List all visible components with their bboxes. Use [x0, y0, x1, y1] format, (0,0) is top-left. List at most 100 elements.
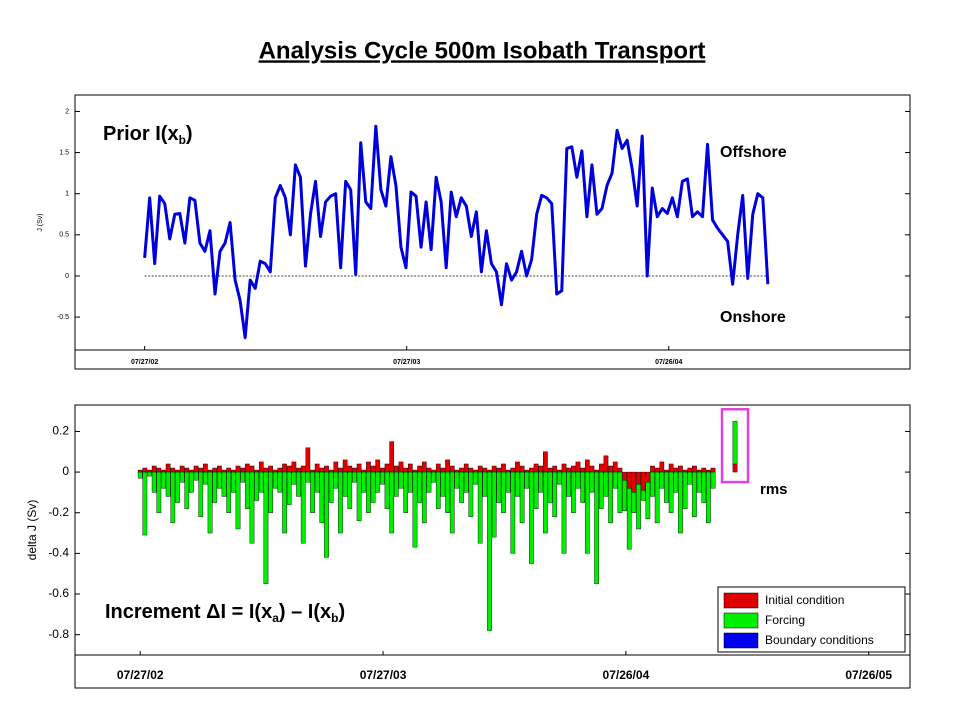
bar-segment	[207, 471, 213, 534]
bar-segment	[426, 471, 432, 493]
bar-segment	[580, 471, 586, 503]
bar-segment	[291, 461, 297, 473]
bar-segment	[575, 471, 581, 489]
bar-segment	[659, 461, 665, 473]
bar-segment	[561, 463, 567, 473]
bar-segment	[608, 465, 613, 473]
bar-segment	[258, 471, 264, 493]
bar-segment	[338, 467, 343, 473]
bar-segment	[710, 471, 716, 489]
bar-segment	[375, 459, 381, 473]
date-strip	[74, 654, 911, 689]
bar-segment	[687, 471, 693, 485]
bar-segment	[314, 471, 320, 493]
bar-segment	[501, 463, 506, 473]
bar-segment	[538, 471, 544, 493]
bar-segment	[189, 471, 194, 493]
bar-segment	[305, 471, 311, 483]
bar-segment	[454, 471, 460, 489]
bar-segment	[645, 471, 651, 483]
bar-segment	[380, 471, 385, 485]
bar-segment	[189, 469, 194, 473]
bar-segment	[538, 465, 544, 473]
bar-segment	[384, 463, 390, 473]
annotation: Increment ΔI = I(xa) – I(xb)	[105, 601, 345, 625]
bar-segment	[449, 471, 455, 534]
bar-segment	[678, 471, 683, 534]
annotation-part: Onshore	[720, 309, 786, 326]
bar-segment	[249, 471, 255, 544]
y-tick-label: -0.2	[48, 505, 69, 519]
bar-segment	[612, 461, 618, 473]
bar-segment	[654, 471, 660, 524]
bar-segment	[356, 463, 362, 473]
annotation-part: x	[167, 123, 178, 145]
bar-segment	[445, 471, 450, 513]
bar-segment	[552, 465, 558, 473]
bar-segment	[333, 461, 339, 473]
bar-segment	[370, 471, 376, 503]
bar-segment	[272, 469, 278, 473]
bar-segment	[286, 465, 292, 473]
bar-segment	[366, 461, 371, 473]
bar-segment	[463, 471, 469, 493]
bar-segment	[384, 471, 390, 509]
bar-segment	[156, 471, 162, 513]
bar-segment	[682, 471, 688, 509]
bar-segment	[626, 471, 632, 489]
annotation-part: Offshore	[720, 144, 787, 161]
bar-segment	[249, 465, 255, 473]
bar-segment	[300, 471, 306, 544]
bar-segment	[547, 467, 553, 473]
bar-segment	[659, 471, 665, 489]
legend-swatch	[723, 612, 759, 629]
bar-segment	[258, 461, 264, 473]
bar-segment	[212, 467, 218, 473]
bar-segment	[305, 447, 311, 473]
bar-segment	[505, 471, 511, 493]
bar-segment	[482, 467, 488, 473]
bar-segment	[175, 469, 180, 473]
bar-segment	[515, 471, 520, 497]
bar-segment	[421, 461, 427, 473]
bar-segment	[352, 467, 357, 473]
legend-swatch	[723, 592, 759, 609]
bar-segment	[217, 465, 222, 473]
bar-segment	[603, 455, 609, 473]
bar-segment	[491, 465, 497, 473]
bar-segment	[491, 471, 497, 538]
annotation-part: rms	[760, 481, 788, 498]
bar-segment	[449, 465, 455, 473]
bar-segment	[557, 469, 562, 473]
bar-segment	[403, 471, 409, 513]
annotation-part: )	[186, 123, 193, 145]
bar-segment	[291, 471, 297, 485]
annotation-part: x	[261, 601, 272, 623]
bar-segment	[524, 471, 530, 489]
bar-segment	[435, 471, 441, 509]
bar-segment	[496, 471, 502, 503]
bar-segment	[589, 471, 595, 493]
bar-segment	[617, 467, 623, 473]
bar-segment	[732, 463, 738, 473]
annotation-part: Increment ΔI = I(	[105, 601, 261, 623]
bar-segment	[161, 471, 166, 489]
legend-label: Initial condition	[765, 593, 844, 607]
bar-segment	[263, 467, 269, 473]
bar-segment	[692, 465, 697, 473]
bar-segment	[412, 469, 418, 473]
bar-segment	[477, 471, 483, 544]
bar-segment	[407, 471, 413, 493]
bar-segment	[212, 471, 218, 503]
bar-segment	[179, 465, 185, 473]
bar-segment	[366, 471, 371, 513]
bar-segment	[533, 471, 539, 509]
date-strip	[74, 349, 911, 370]
bar-segment	[380, 467, 385, 473]
bar-segment	[356, 471, 362, 522]
annotation: Prior I(xb)	[103, 123, 193, 147]
bar-segment	[650, 471, 655, 497]
bar-segment	[557, 471, 562, 485]
legend-label: Boundary conditions	[765, 633, 874, 647]
bar-segment	[598, 463, 604, 473]
